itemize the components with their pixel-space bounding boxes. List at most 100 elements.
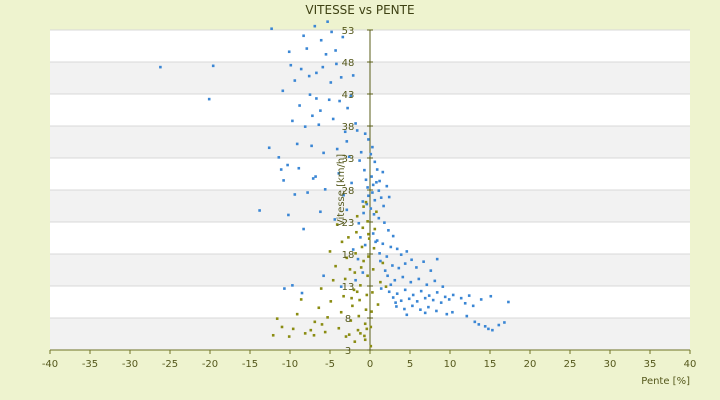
data-point [338, 99, 341, 103]
data-point [319, 109, 322, 112]
x-tick-label: -15 [242, 359, 258, 370]
data-point [345, 208, 349, 212]
data-point [303, 125, 307, 128]
data-point [367, 232, 370, 236]
data-point [401, 275, 405, 279]
data-point [358, 159, 361, 162]
data-point [364, 308, 368, 311]
data-point [397, 266, 401, 270]
data-point [427, 294, 431, 297]
data-point [423, 311, 427, 315]
data-point [382, 204, 385, 208]
data-point [375, 181, 378, 184]
data-point [451, 293, 455, 297]
data-point [337, 326, 341, 330]
data-point [371, 232, 375, 235]
data-point [409, 280, 413, 284]
data-point [324, 53, 328, 56]
data-point [341, 35, 345, 39]
data-point [359, 236, 362, 239]
data-point [333, 218, 337, 221]
data-point [335, 147, 339, 151]
data-point [315, 97, 318, 100]
data-point [310, 144, 313, 148]
tick-labels: -40 -35 -30 -25 -20 -15 -10 -5 0 5 10 15 20 25 30 35 40 3… [42, 26, 697, 370]
data-point [487, 327, 490, 331]
data-point [350, 296, 353, 300]
data-point [361, 200, 365, 203]
data-point [312, 333, 316, 337]
data-point [439, 301, 443, 304]
y-tick-label: 38 [342, 122, 355, 133]
data-point [337, 172, 341, 175]
data-point [335, 223, 339, 226]
data-point [465, 314, 469, 318]
data-point [361, 226, 365, 230]
data-point [497, 323, 501, 327]
data-point [391, 264, 394, 267]
data-point [379, 196, 383, 199]
data-point [389, 283, 393, 287]
data-point [387, 195, 391, 199]
data-point [302, 34, 305, 38]
data-point [355, 290, 359, 294]
data-point [423, 296, 427, 300]
data-point [352, 288, 356, 292]
data-point [375, 239, 379, 242]
data-point [365, 293, 369, 297]
data-point [371, 145, 374, 149]
data-point [435, 309, 438, 313]
data-point [491, 328, 494, 332]
data-point [322, 274, 325, 278]
data-point [387, 229, 390, 232]
data-point [319, 38, 323, 42]
data-point [415, 300, 419, 303]
data-point [330, 30, 333, 34]
data-point [317, 123, 321, 127]
data-point [366, 274, 369, 278]
data-point [381, 261, 385, 265]
data-point [389, 245, 393, 249]
data-point [354, 278, 357, 282]
data-point [363, 338, 367, 342]
data-point [320, 323, 324, 326]
data-point [362, 259, 365, 263]
y-tick-label: 23 [342, 218, 355, 229]
data-point [359, 150, 363, 154]
data-point [335, 62, 338, 66]
data-point [433, 279, 437, 283]
data-point [411, 293, 415, 297]
data-point [280, 325, 284, 329]
data-point [329, 81, 333, 84]
data-point [355, 129, 359, 132]
data-point [459, 296, 463, 300]
data-point [299, 298, 303, 301]
data-point [367, 237, 371, 240]
data-point [356, 328, 360, 332]
data-point [328, 250, 332, 253]
data-point [363, 334, 366, 338]
data-point [371, 291, 374, 294]
data-point [362, 205, 365, 208]
x-tick-label: -5 [325, 359, 335, 370]
data-point [258, 209, 261, 212]
y-tick-label: 8 [345, 314, 351, 325]
data-point [372, 213, 376, 216]
data-point [291, 284, 294, 287]
data-point [405, 313, 409, 317]
data-point [371, 183, 375, 187]
y-tick-label: 53 [342, 26, 355, 37]
data-point [463, 301, 467, 305]
data-point [419, 289, 423, 293]
data-point [353, 340, 357, 343]
data-point [344, 335, 348, 338]
data-point [363, 132, 367, 135]
data-point [381, 170, 385, 174]
data-point [383, 269, 387, 272]
data-point [369, 325, 373, 329]
data-point [407, 297, 411, 301]
data-point [395, 292, 399, 295]
data-point [347, 155, 351, 159]
data-point [431, 298, 435, 302]
data-point [365, 202, 369, 206]
